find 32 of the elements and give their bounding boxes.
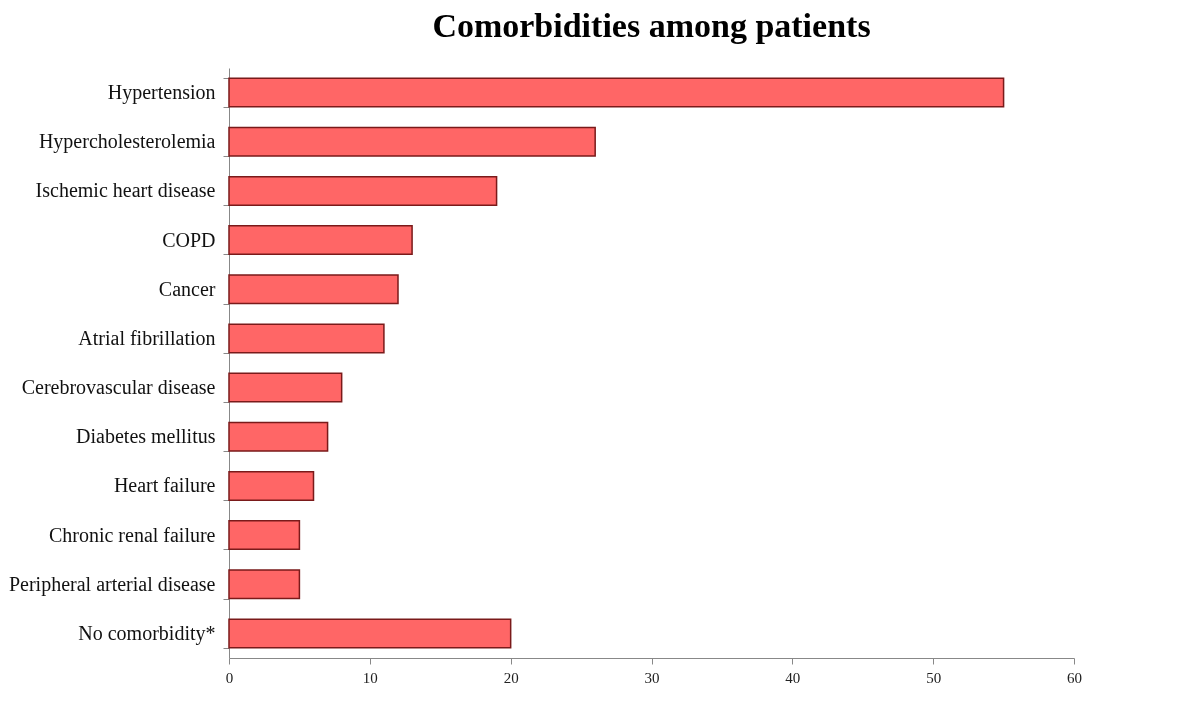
x-tick-label: 10 <box>362 669 378 686</box>
y-tick-label: Atrial fibrillation <box>78 326 216 349</box>
bar <box>228 77 1005 108</box>
y-tick-label: Diabetes mellitus <box>76 425 216 448</box>
bar <box>228 520 301 551</box>
x-tick-label: 60 <box>1067 669 1082 686</box>
y-tick-label: Cancer <box>158 277 216 300</box>
y-tick-label: Heart failure <box>113 474 216 497</box>
y-tick-label: Hypercholesterolemia <box>38 130 216 154</box>
y-tick-label: Hypertension <box>107 81 216 105</box>
x-tick-label: 40 <box>785 669 801 686</box>
bar <box>228 569 301 600</box>
bar <box>228 175 498 206</box>
bar <box>228 126 596 157</box>
bar <box>228 225 413 256</box>
x-tick-label: 0 <box>225 669 234 686</box>
x-tick-label: 30 <box>644 669 660 686</box>
bar <box>228 470 315 501</box>
y-tick-label: COPD <box>162 228 216 251</box>
x-tick-label: 20 <box>503 669 519 686</box>
bar <box>228 421 329 452</box>
bar <box>228 618 512 649</box>
y-tick-label: No comorbidity* <box>78 621 216 645</box>
x-tick-label: 50 <box>926 669 942 686</box>
y-tick-label: Cerebrovascular disease <box>21 376 216 399</box>
bar <box>228 274 399 305</box>
y-tick-label: Chronic renal failure <box>48 523 216 546</box>
bar <box>228 323 385 354</box>
y-tick-label: Ischemic heart disease <box>35 179 216 202</box>
y-tick-label: Peripheral arterial disease <box>8 572 216 596</box>
chart-title: Comorbidities among patients <box>432 7 871 44</box>
bar <box>228 372 343 403</box>
